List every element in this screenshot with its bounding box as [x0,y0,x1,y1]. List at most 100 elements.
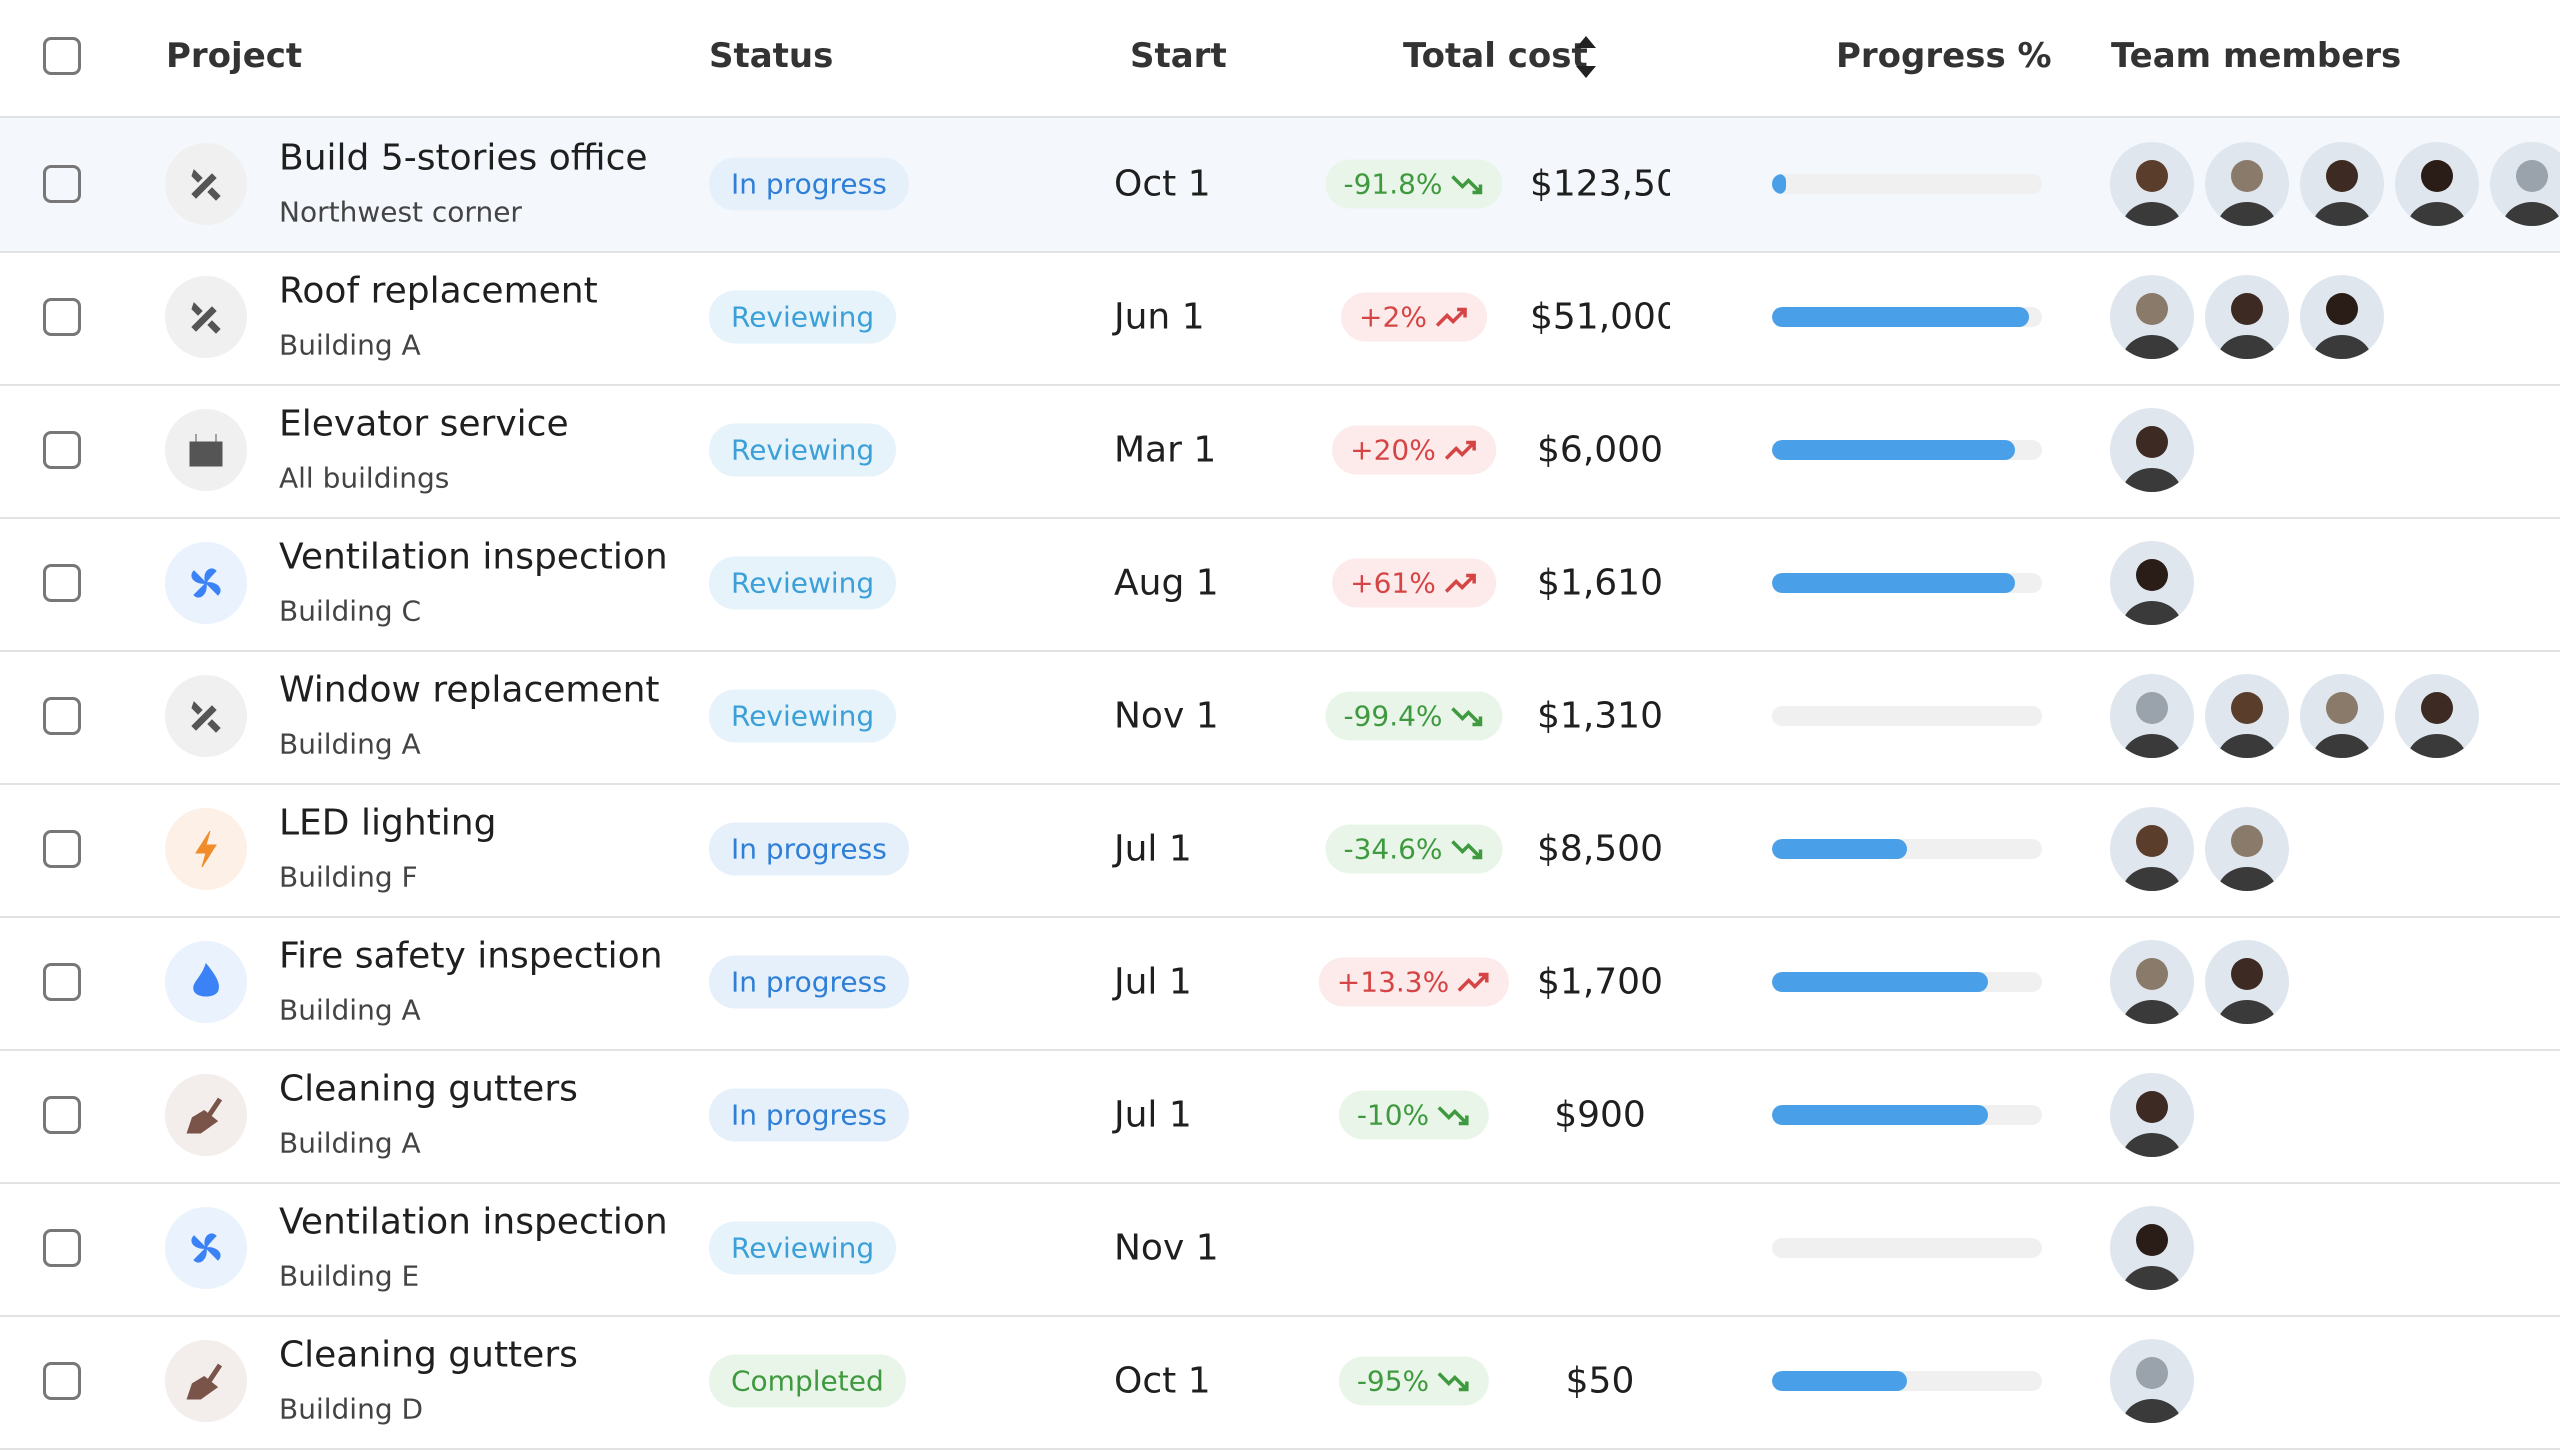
team-avatar[interactable] [2110,1339,2194,1423]
team-avatar[interactable] [2300,142,2384,226]
cost-change: +20% [1332,425,1496,475]
row-checkbox[interactable] [43,697,81,735]
team-avatar[interactable] [2395,142,2479,226]
start-date: Oct 1 [1114,1360,1211,1402]
trend-icon [1451,837,1485,861]
team-avatar[interactable] [2300,674,2384,758]
status-badge: In progress [709,1088,909,1142]
team-avatar[interactable] [2110,408,2194,492]
cost-change: -10% [1338,1090,1490,1140]
row-checkbox[interactable] [43,830,81,868]
table-row: Elevator service All buildings Reviewing Ma… [0,384,2560,519]
header-team[interactable]: Team members [2111,36,2402,76]
team-avatar[interactable] [2110,940,2194,1024]
table-row: Cleaning gutters Building D Completed Oct 1… [0,1315,2560,1450]
change-text: -10% [1356,1098,1430,1132]
row-checkbox[interactable] [43,564,81,602]
team-avatar[interactable] [2205,142,2289,226]
project-subtitle: Building A [279,1126,421,1160]
row-checkbox[interactable] [43,1229,81,1267]
status-badge: Reviewing [709,423,897,477]
team-avatar[interactable] [2110,1206,2194,1290]
header-total-cost[interactable]: Total cost [1403,36,1588,76]
table-row: Cleaning gutters Building A In progress Jul… [0,1049,2560,1184]
status-badge: In progress [709,157,909,211]
progress-bar [1772,573,2015,593]
project-title: Ventilation inspection [279,1201,668,1243]
row-checkbox[interactable] [43,963,81,1001]
header-progress[interactable]: Progress % [1836,36,2052,76]
change-text: +61% [1350,566,1436,600]
project-subtitle: Building A [279,328,421,362]
row-checkbox[interactable] [43,431,81,469]
project-icon [165,143,247,225]
status-badge: Completed [709,1354,906,1408]
cost-change: -95% [1338,1356,1490,1406]
status-badge: In progress [709,955,909,1009]
project-subtitle: Building F [279,860,418,894]
team-avatar[interactable] [2110,275,2194,359]
progress-track [1772,972,2042,992]
header-status[interactable]: Status [709,36,834,76]
project-title: Cleaning gutters [279,1068,578,1110]
total-cost: $1,610 [1537,562,1663,604]
header-start[interactable]: Start [1130,36,1227,76]
team-avatar[interactable] [2395,674,2479,758]
start-date: Jul 1 [1114,828,1192,870]
cost-change: +13.3% [1318,957,1510,1007]
cost-change: -34.6% [1325,824,1503,874]
progress-bar [1772,1371,1907,1391]
team-avatar[interactable] [2205,275,2289,359]
row-checkbox[interactable] [43,1362,81,1400]
project-title: Cleaning gutters [279,1334,578,1376]
project-title: Elevator service [279,403,569,445]
total-cost: $123,500 [1530,163,1670,205]
progress-track [1772,1238,2042,1258]
project-title: Fire safety inspection [279,935,663,977]
team-avatar[interactable] [2205,940,2289,1024]
change-text: -99.4% [1343,699,1443,733]
project-icon [165,1074,247,1156]
total-cost: $1,310 [1537,695,1663,737]
team-avatar[interactable] [2205,807,2289,891]
team-avatar[interactable] [2110,541,2194,625]
trend-icon [1444,571,1478,595]
project-subtitle: Building D [279,1392,424,1426]
select-all-checkbox[interactable] [43,37,81,75]
status-badge: In progress [709,822,909,876]
trend-icon [1435,305,1469,329]
project-icon [165,542,247,624]
team-avatar[interactable] [2490,142,2560,226]
status-badge: Reviewing [709,556,897,610]
row-checkbox[interactable] [43,165,81,203]
start-date: Jul 1 [1114,1094,1192,1136]
team-avatar[interactable] [2110,807,2194,891]
table-row: Ventilation inspection Building C Reviewin… [0,517,2560,652]
project-subtitle: Building A [279,727,421,761]
team-avatar[interactable] [2205,674,2289,758]
header-project[interactable]: Project [166,36,303,76]
project-icon [165,941,247,1023]
trend-icon [1444,438,1478,462]
total-cost: $1,700 [1537,961,1663,1003]
progress-bar [1772,440,2015,460]
change-text: +2% [1359,300,1427,334]
project-icon [165,409,247,491]
sort-icon[interactable] [1572,28,1600,86]
row-checkbox[interactable] [43,1096,81,1134]
change-text: -91.8% [1343,167,1443,201]
total-cost: $900 [1554,1094,1646,1136]
team-avatar[interactable] [2110,674,2194,758]
team-avatar[interactable] [2110,142,2194,226]
progress-bar [1772,307,2029,327]
cost-change: -91.8% [1325,159,1503,209]
start-date: Mar 1 [1114,429,1217,471]
team-avatar[interactable] [2300,275,2384,359]
row-checkbox[interactable] [43,298,81,336]
trend-icon [1437,1369,1471,1393]
progress-bar [1772,972,1988,992]
team-avatar[interactable] [2110,1073,2194,1157]
start-date: Nov 1 [1114,695,1219,737]
cost-change: +2% [1341,292,1487,342]
project-subtitle: Building A [279,993,421,1027]
